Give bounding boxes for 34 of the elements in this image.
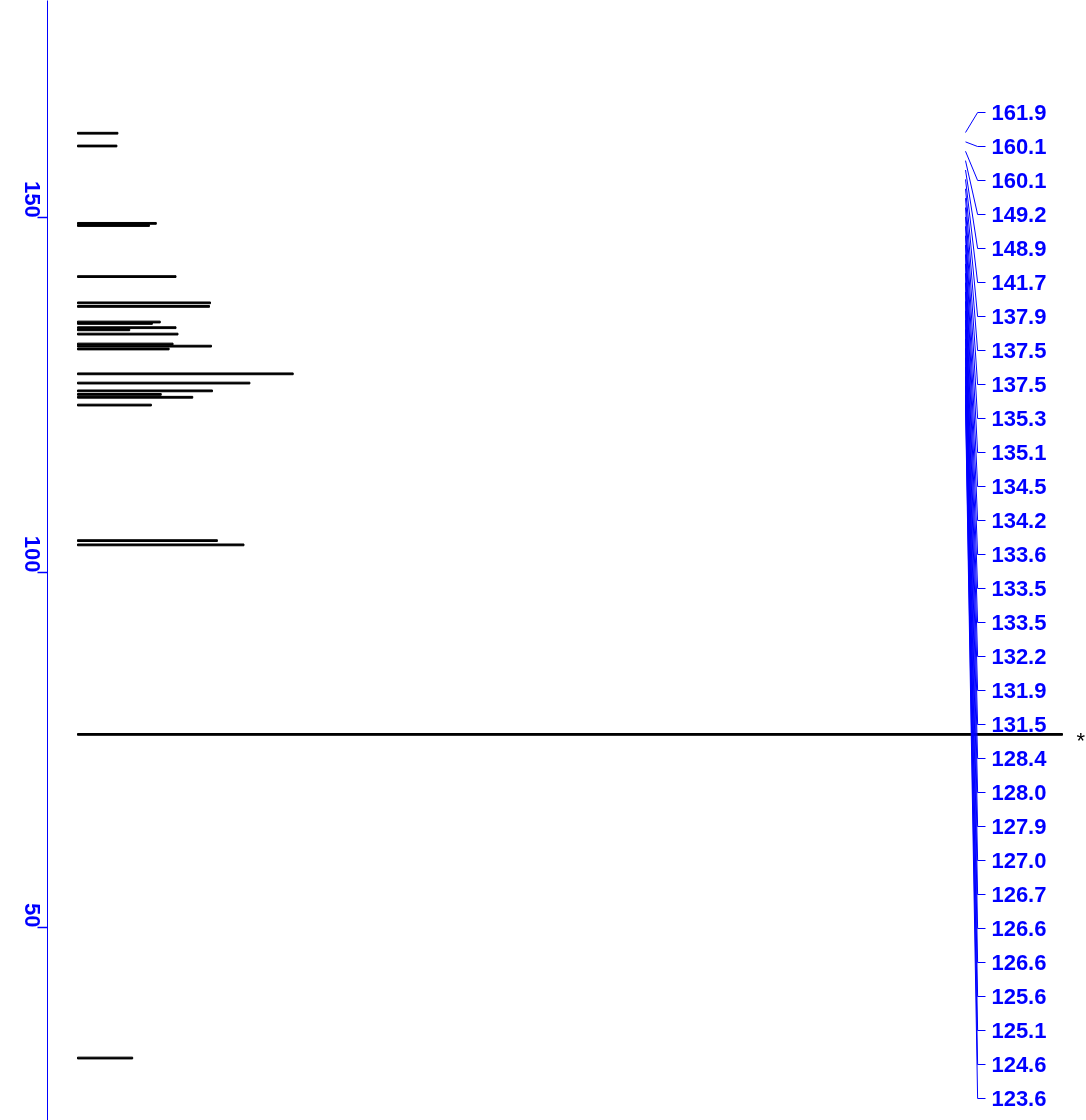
- annotation: 125.1: [991, 1018, 1047, 1043]
- annotation: 126.7: [991, 882, 1047, 907]
- annotation: 137.9: [991, 304, 1047, 329]
- annotation: 126.6: [991, 950, 1047, 975]
- annotation: 134.2: [991, 508, 1047, 533]
- annotation: 127.9: [991, 814, 1047, 839]
- annotation: 125.6: [991, 984, 1047, 1009]
- annotation: 128.0: [991, 780, 1047, 805]
- annotation: 141.7: [991, 270, 1047, 295]
- annotation: 161.9: [991, 100, 1047, 125]
- annotation: 123.6: [991, 1086, 1047, 1111]
- annotation: 149.2: [991, 202, 1047, 227]
- y-tick-label: 100: [20, 535, 45, 573]
- annotation: 124.6: [991, 1052, 1047, 1077]
- annotation: 133.5: [991, 610, 1047, 635]
- annotation: 133.6: [991, 542, 1047, 567]
- annotation: 134.5: [991, 474, 1047, 499]
- annotation: *: [1076, 727, 1086, 753]
- y-tick-label: 150: [20, 180, 45, 218]
- y-tick-label: 50: [20, 902, 45, 928]
- annotation: 160.1: [991, 168, 1047, 193]
- annotation: 131.5: [991, 712, 1047, 737]
- annotation: 135.1: [991, 440, 1047, 465]
- annotation: 160.1: [991, 134, 1047, 159]
- annotation: 137.5: [991, 372, 1047, 397]
- annotation: 148.9: [991, 236, 1047, 261]
- annotation: 133.5: [991, 576, 1047, 601]
- annotation: 126.6: [991, 916, 1047, 941]
- annotation: 128.4: [991, 746, 1048, 771]
- annotation: 135.3: [991, 406, 1047, 431]
- annotation: 127.0: [991, 848, 1047, 873]
- annotation: 137.5: [991, 338, 1047, 363]
- annotation: 131.9: [991, 678, 1047, 703]
- annotation: 132.2: [991, 644, 1047, 669]
